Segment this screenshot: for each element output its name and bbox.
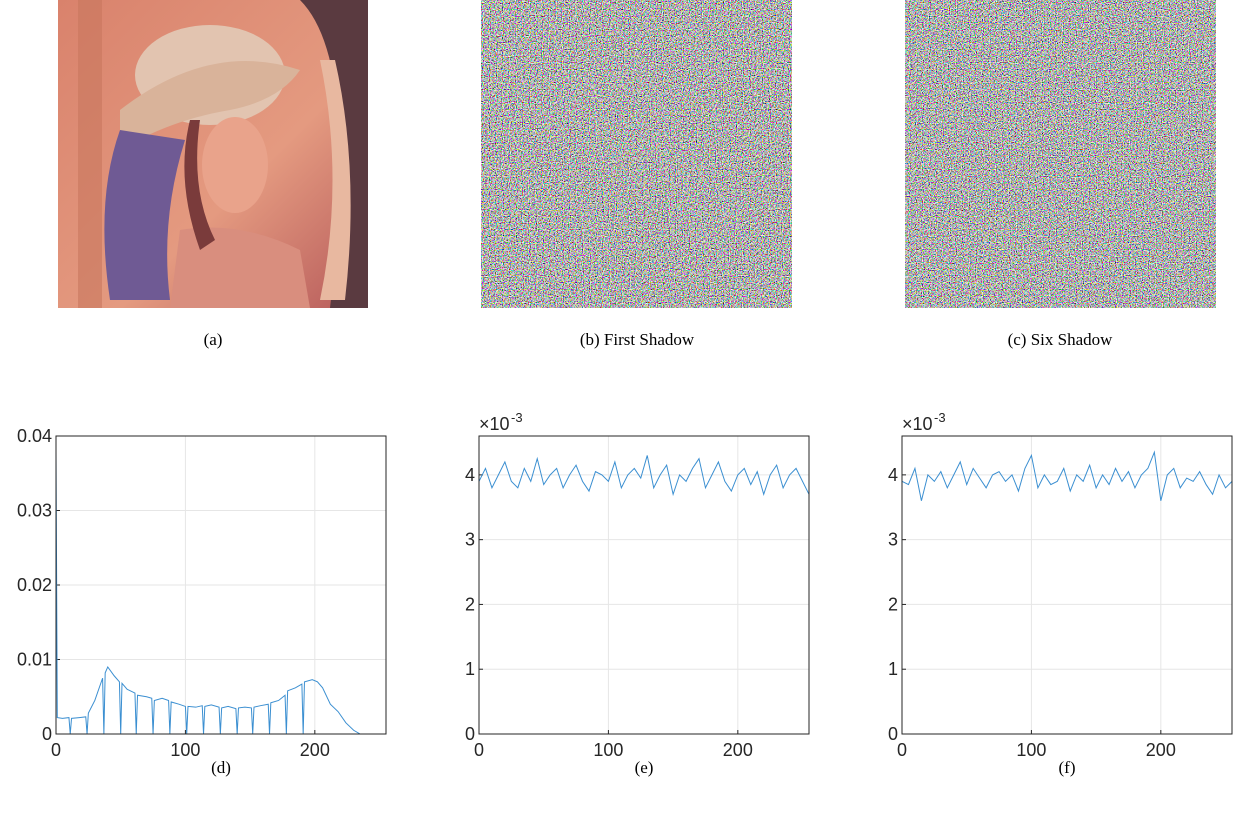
x-tick-label: 200: [1146, 740, 1176, 760]
caption: (e): [635, 758, 654, 777]
image-b: [481, 0, 792, 308]
y-tick-label: 0.01: [17, 650, 52, 670]
y-multiplier: ×10: [479, 414, 510, 434]
image-c: [905, 0, 1216, 308]
x-tick-label: 100: [593, 740, 623, 760]
caption: (f): [1059, 758, 1076, 777]
y-multiplier: ×10: [902, 414, 933, 434]
x-tick-label: 100: [170, 740, 200, 760]
y-tick-label: 3: [465, 530, 475, 550]
y-tick-label: 1: [465, 659, 475, 679]
x-tick-label: 0: [474, 740, 484, 760]
figure: (a) (b) First Shadow (c) Six Shadow 0 0.0…: [0, 0, 1242, 814]
x-tick-label: 200: [300, 740, 330, 760]
y-tick-label: 0.04: [17, 426, 52, 446]
x-tick-label: 200: [723, 740, 753, 760]
y-tick-label: 4: [888, 465, 898, 485]
caption: (b) First Shadow: [580, 330, 695, 349]
caption: (c) Six Shadow: [1008, 330, 1114, 349]
y-tick-label: 3: [888, 530, 898, 550]
page: {"figure": {"panels": [{"caption": "(a)"…: [0, 0, 1242, 814]
x-tick-label: 100: [1016, 740, 1046, 760]
image-a: [58, 0, 368, 308]
x-tick-label: 0: [897, 740, 907, 760]
y-tick-label: 0.03: [17, 501, 52, 521]
body: (a) (b) First Shadow (c) Six Shadow 0 0.0…: [0, 0, 1242, 814]
y-tick-label: 2: [888, 594, 898, 614]
y-multiplier-exponent: -3: [511, 410, 523, 425]
y-tick-label: 0.02: [17, 575, 52, 595]
caption: (d): [211, 758, 231, 777]
caption: (a): [204, 330, 223, 349]
x-tick-label: 0: [51, 740, 61, 760]
y-multiplier-exponent: -3: [934, 410, 946, 425]
y-tick-label: 4: [465, 465, 475, 485]
y-tick-label: 2: [465, 594, 475, 614]
y-tick-label: 1: [888, 659, 898, 679]
